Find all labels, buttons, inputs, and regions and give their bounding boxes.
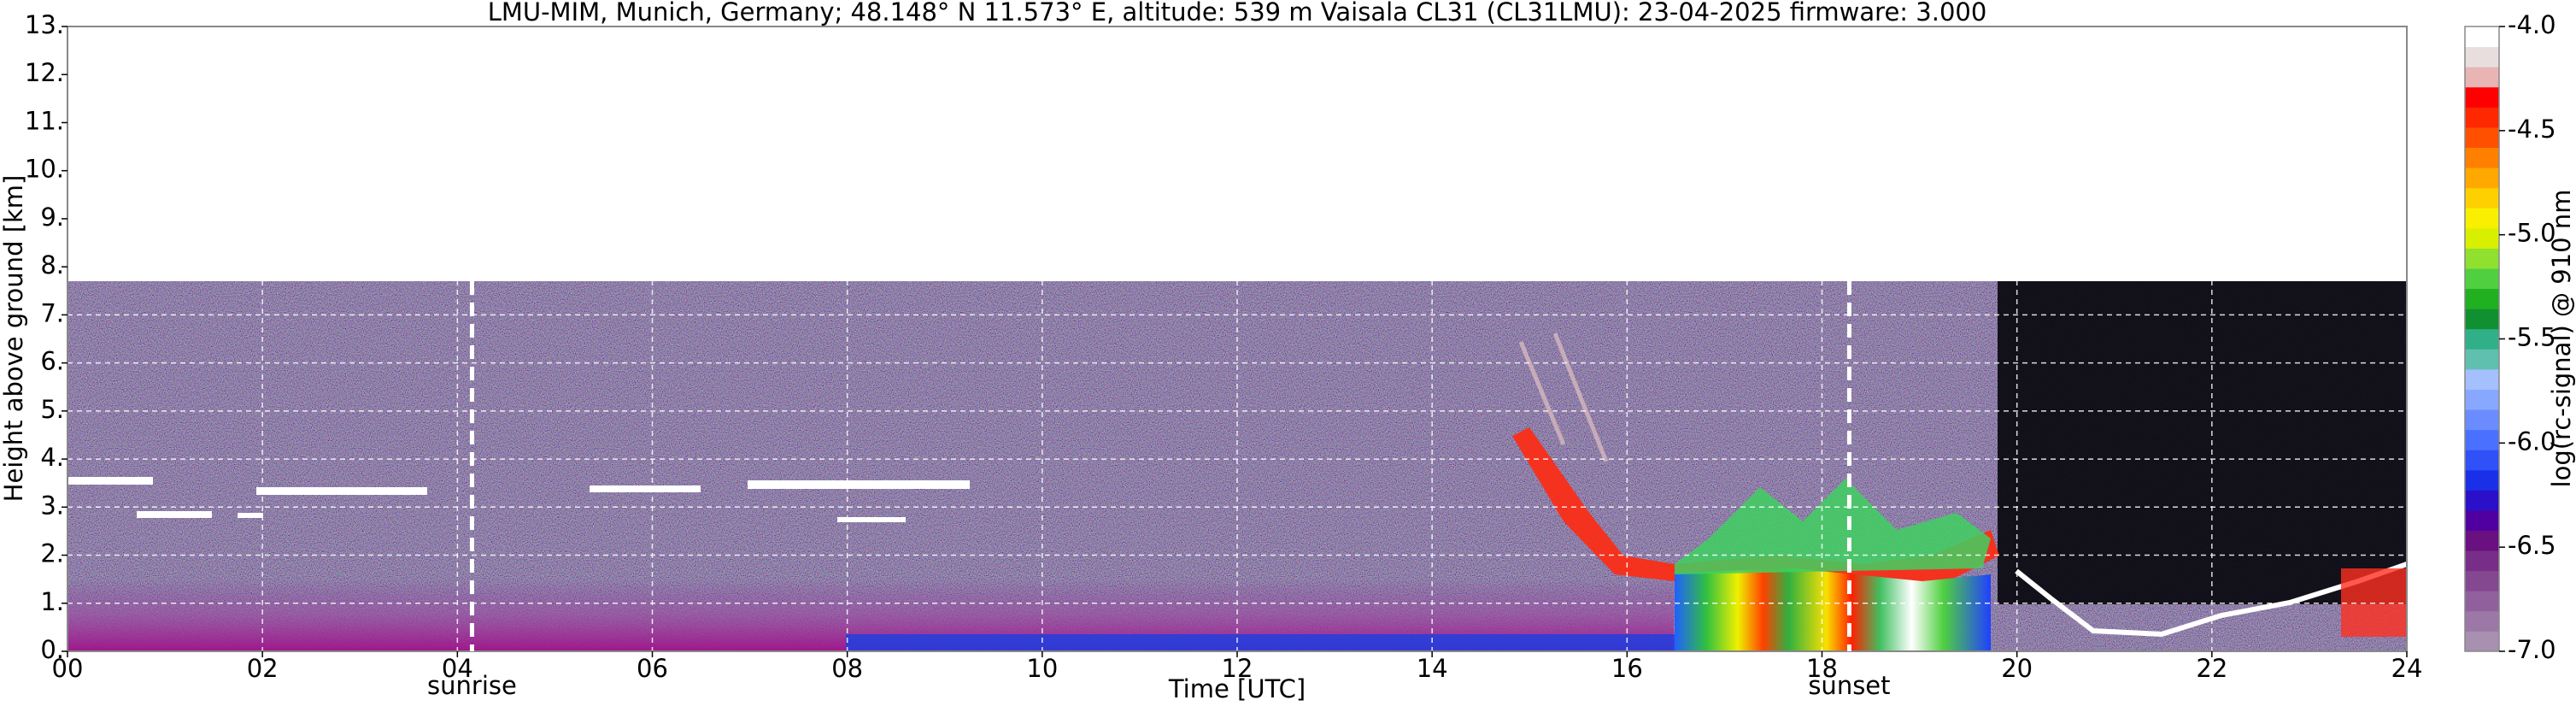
- precipitation-band: [1512, 427, 1999, 590]
- y-tick-label: 4.: [40, 443, 64, 472]
- colorbar-step: [2465, 469, 2499, 491]
- cloud-top: [1675, 479, 1991, 574]
- colorbar-step: [2465, 328, 2499, 350]
- colorbar-step: [2465, 389, 2499, 410]
- colorbar-tick-label: -4.0: [2508, 10, 2556, 39]
- x-tick-label: 00: [52, 654, 84, 683]
- y-tick-label: 0.: [40, 635, 64, 664]
- clear-region: [1998, 281, 2407, 604]
- colorbar-tick-label: -6.5: [2508, 531, 2556, 560]
- event-label: sunset: [1808, 671, 1890, 700]
- colorbar-tick-label: -4.5: [2508, 115, 2556, 144]
- x-tick-label: 20: [2001, 654, 2033, 683]
- colorbar-step: [2465, 450, 2499, 471]
- y-tick-label: 12.: [25, 58, 64, 87]
- x-axis-label: Time [UTC]: [1168, 674, 1306, 703]
- colorbar-step: [2465, 550, 2499, 572]
- colorbar-step: [2465, 86, 2499, 108]
- colorbar-tick-label: -5.5: [2508, 323, 2556, 352]
- x-tick-label: 22: [2196, 654, 2227, 683]
- x-tick-label: 18: [1806, 654, 1838, 683]
- y-tick-label: 1.: [40, 587, 64, 616]
- colorbar-step: [2465, 610, 2499, 632]
- y-tick-label: 9.: [40, 203, 64, 232]
- colorbar-step: [2465, 490, 2499, 511]
- colorbar-label: log(rc-signal) @ 910 nm: [2547, 190, 2576, 488]
- colorbar-step: [2465, 268, 2499, 290]
- colorbar-step: [2465, 126, 2499, 148]
- x-tick-label: 04: [442, 654, 473, 683]
- precipitation-core: [1675, 568, 1991, 651]
- x-tick-label: 06: [637, 654, 668, 683]
- colorbar-step: [2465, 147, 2499, 168]
- x-tick-label: 12: [1222, 654, 1253, 683]
- y-axis-label: Height above ground [km]: [0, 175, 28, 503]
- colorbar-step: [2465, 368, 2499, 390]
- colorbar-step: [2465, 591, 2499, 612]
- y-tick-label: 3.: [40, 491, 64, 520]
- y-tick-label: 7.: [40, 298, 64, 327]
- colorbar-step: [2465, 208, 2499, 229]
- cloud-layers: [67, 477, 970, 522]
- x-tick-label: 10: [1026, 654, 1058, 683]
- cloud-patch: [2341, 568, 2407, 637]
- grid: [67, 26, 2408, 652]
- colorbar-step: [2465, 429, 2499, 450]
- colorbar-step: [2465, 168, 2499, 189]
- colorbar-step: [2465, 530, 2499, 551]
- colorbar-step: [2465, 409, 2499, 431]
- event-label: sunrise: [427, 671, 517, 700]
- colorbar-step: [2465, 107, 2499, 128]
- colorbar-tick-label: -5.0: [2508, 219, 2556, 248]
- colorbar-tick-label: -6.0: [2508, 427, 2556, 456]
- colorbar-step: [2465, 67, 2499, 88]
- y-tick-label: 5.: [40, 395, 64, 424]
- x-tick-label: 14: [1417, 654, 1448, 683]
- colorbar-step: [2465, 187, 2499, 209]
- colorbar-step: [2465, 631, 2499, 652]
- y-tick-label: 13.: [25, 10, 64, 39]
- x-tick-label: 08: [831, 654, 863, 683]
- x-tick-label: 16: [1611, 654, 1643, 683]
- boundary-layer-core: [846, 634, 1675, 651]
- colorbar-step: [2465, 570, 2499, 591]
- colorbar-tick-label: -7.0: [2508, 635, 2556, 664]
- x-tick-label: 24: [2391, 654, 2423, 683]
- y-tick-label: 11.: [25, 106, 64, 135]
- colorbar-step: [2465, 509, 2499, 532]
- colorbar-step: [2465, 26, 2499, 48]
- y-tick-label: 2.: [40, 539, 64, 568]
- colorbar-step: [2465, 227, 2499, 249]
- y-tick-label: 8.: [40, 250, 64, 279]
- colorbar-step: [2465, 46, 2499, 68]
- y-tick-label: 6.: [40, 347, 64, 376]
- colorbar-step: [2465, 288, 2499, 309]
- colorbar-step: [2465, 309, 2499, 330]
- y-tick-label: 10.: [25, 155, 64, 184]
- chart-title: LMU-MIM, Munich, Germany; 48.148° N 11.5…: [488, 0, 1987, 26]
- virga-streaks: [1518, 332, 1609, 462]
- colorbar-step: [2465, 248, 2499, 269]
- colorbar-step: [2465, 349, 2499, 370]
- plot-area: [67, 26, 2408, 652]
- x-tick-label: 02: [247, 654, 279, 683]
